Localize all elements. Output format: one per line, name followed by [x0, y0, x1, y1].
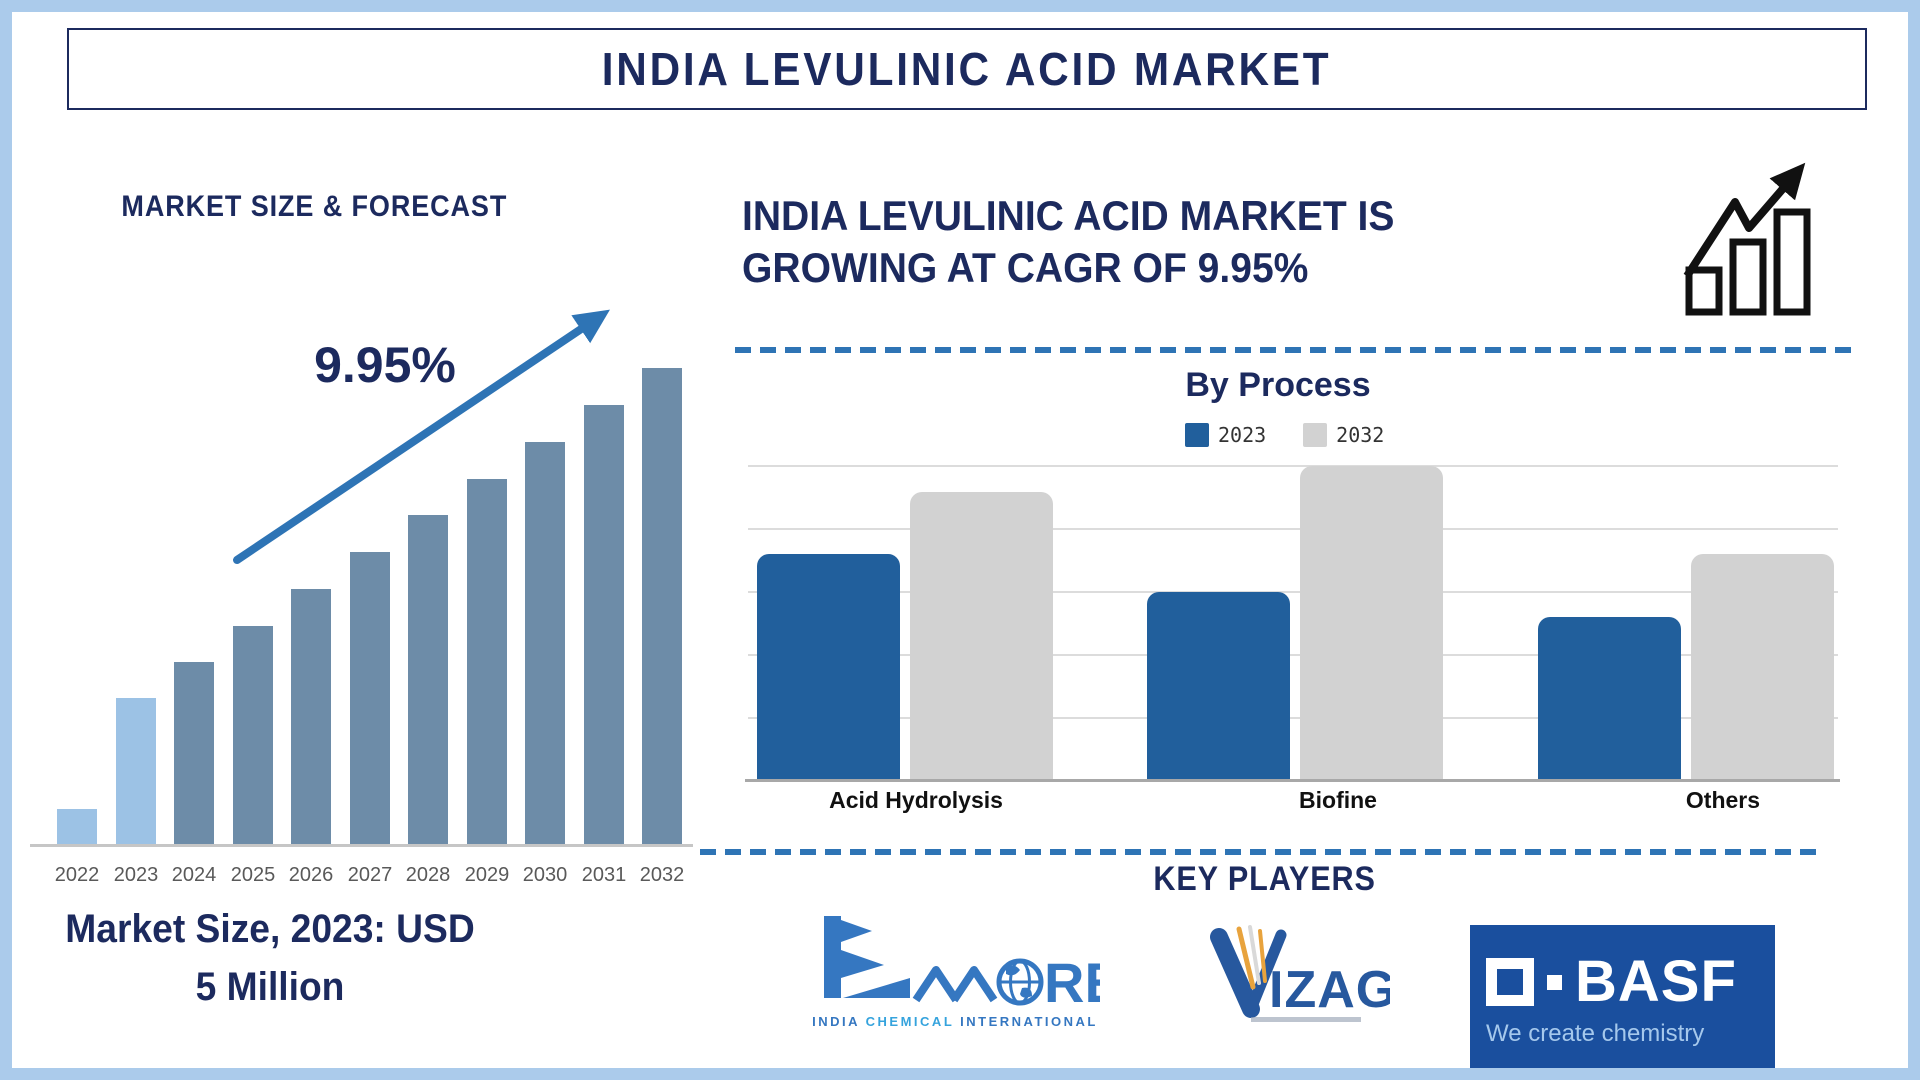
category-label-biofine: Biofine: [1299, 787, 1377, 813]
forecast-bar-2025: [233, 626, 273, 845]
basf-logo-dot: [1547, 974, 1562, 990]
basf-name: BASF: [1575, 949, 1737, 1014]
forecast-bar-2032: [642, 368, 682, 845]
gridline: [748, 528, 1838, 530]
legend-swatch-2032: [1303, 423, 1328, 447]
year-label-2025: 2025: [230, 864, 276, 886]
forecast-bar-2023: [116, 698, 156, 845]
gridline: [748, 654, 1838, 656]
forecast-bar-2031: [584, 405, 624, 845]
by-process-bar-biofine-2023: [1147, 592, 1290, 780]
year-label-2028: 2028: [405, 864, 451, 886]
vizag-logo: IZAG: [1205, 925, 1390, 1030]
emmore-logo: RE INDIA CHEMICAL INTERNATIONAL: [805, 912, 1105, 1029]
gridline: [748, 465, 1838, 467]
basf-logo: BASF We create chemistry: [1470, 925, 1775, 1070]
legend-label-2023: 2023: [1218, 423, 1267, 447]
year-label-2027: 2027: [347, 864, 393, 886]
cagr-annotation: 9.95%: [314, 337, 456, 393]
by-process-bar-others-2032: [1691, 554, 1834, 780]
gridline: [748, 591, 1838, 593]
year-label-2026: 2026: [288, 864, 334, 886]
by-process-bar-acid-hydrolysis-2032: [910, 492, 1053, 780]
forecast-bar-2029: [467, 479, 507, 845]
left-chart-baseline: [30, 844, 693, 847]
year-label-2030: 2030: [522, 864, 568, 886]
trend-arrow-icon: [233, 309, 610, 564]
year-label-2024: 2024: [171, 864, 217, 886]
forecast-bar-2028: [408, 515, 448, 845]
right-chart-baseline: [745, 779, 1840, 782]
year-label-2023: 2023: [113, 864, 159, 886]
divider-dashed-bottom: [700, 849, 1820, 855]
right-headline-line1: INDIA LEVULINIC ACID MARKET IS: [742, 192, 1395, 239]
by-process-bar-acid-hydrolysis-2023: [757, 554, 900, 780]
page-title: INDIA LEVULINIC ACID MARKET: [602, 43, 1332, 95]
by-process-title: By Process: [1185, 366, 1371, 404]
growth-chart-icon: [1683, 162, 1811, 316]
forecast-bar-2027: [350, 552, 390, 845]
market-size-caption: Market Size, 2023: USD 5 Million: [47, 900, 493, 1016]
year-label-2031: 2031: [581, 864, 627, 886]
market-size-caption-line2: 5 Million: [195, 965, 345, 1009]
by-process-bar-others-2023: [1538, 617, 1681, 780]
emmore-caption: INDIA CHEMICAL INTERNATIONAL: [812, 1014, 1098, 1029]
by-process-bar-biofine-2032: [1300, 466, 1443, 780]
forecast-bar-2030: [525, 442, 565, 845]
basf-logo-mark: [1486, 958, 1534, 1006]
year-label-2032: 2032: [639, 864, 685, 886]
legend-label-2032: 2032: [1336, 423, 1385, 447]
vizag-tagline-illegible: [1251, 1017, 1361, 1022]
divider-dashed-top: [735, 347, 1855, 353]
vizag-wordmark: IZAG: [1269, 961, 1390, 1019]
title-banner: INDIA LEVULINIC ACID MARKET: [67, 28, 1867, 110]
left-chart-heading: MARKET SIZE & FORECAST: [121, 190, 508, 223]
year-label-2022: 2022: [54, 864, 100, 886]
category-label-others: Others: [1685, 787, 1761, 813]
right-headline: INDIA LEVULINIC ACID MARKET IS GROWING A…: [742, 190, 1642, 294]
gridline: [748, 717, 1838, 719]
forecast-bar-2026: [291, 589, 331, 845]
legend-swatch-2023: [1185, 423, 1209, 447]
market-size-caption-line1: Market Size, 2023: USD: [65, 907, 475, 951]
right-headline-line2: GROWING AT CAGR OF 9.95%: [742, 244, 1309, 291]
basf-tagline: We create chemistry: [1486, 1020, 1705, 1047]
emmore-wordmark: RE: [824, 916, 1100, 1012]
year-label-2029: 2029: [464, 864, 510, 886]
by-process-legend: 2023 2032: [1185, 423, 1412, 447]
forecast-bar-2024: [174, 662, 214, 845]
emmore-suffix: RE: [1044, 951, 1100, 1012]
forecast-bar-2022: [57, 809, 97, 845]
category-label-acid-hydrolysis: Acid Hydrolysis: [829, 787, 1003, 813]
key-players-heading: KEY PLAYERS: [1153, 860, 1377, 898]
